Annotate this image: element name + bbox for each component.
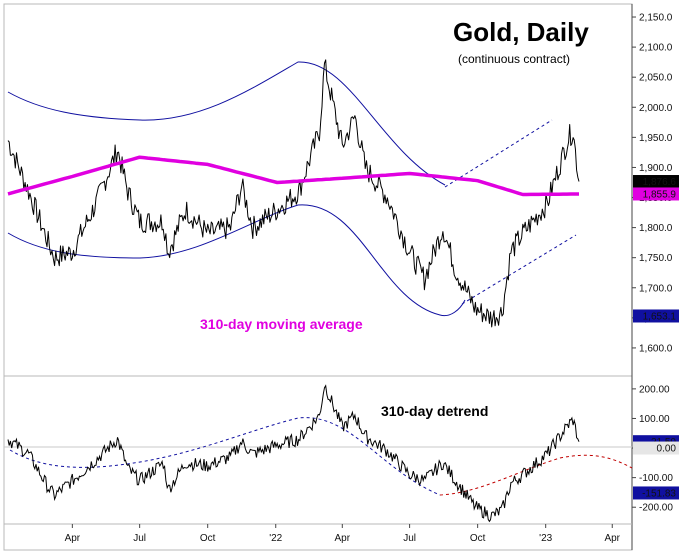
price-badge-text: 1,876.6 bbox=[643, 177, 677, 188]
price-tick-label: 1,950.0 bbox=[639, 133, 673, 144]
detrend-tick-label: -100.00 bbox=[639, 473, 673, 484]
gold-price-series bbox=[7, 59, 580, 328]
price-tick-label: 2,100.0 bbox=[639, 43, 673, 54]
detrend-tick-label: 200.00 bbox=[639, 384, 670, 395]
price-badge-text: 1,855.9 bbox=[643, 189, 677, 200]
detrend-tick-label: 100.00 bbox=[639, 414, 670, 425]
time-tick-label: Apr bbox=[65, 533, 81, 544]
time-tick-label: Oct bbox=[470, 533, 486, 544]
moving-average-series bbox=[7, 155, 579, 197]
price-tick-label: 2,000.0 bbox=[639, 103, 673, 114]
price-tick-label: 2,050.0 bbox=[639, 73, 673, 84]
detrend-badge-text: -151.83 bbox=[642, 488, 676, 499]
price-tick-label: 2,150.0 bbox=[639, 13, 673, 24]
axis-layer: 2,150.0 2,100.0 2,050.0 2,000.0 1,950.0 1,900… bbox=[65, 13, 679, 544]
price-tick-label: 1,700.0 bbox=[639, 283, 673, 294]
chart-title: Gold, Daily bbox=[453, 17, 589, 47]
detrend-badge-box bbox=[633, 441, 679, 455]
detrend-series bbox=[7, 384, 580, 523]
chart-subtitle: (continuous contract) bbox=[458, 52, 570, 66]
moving-average-label: 310-day moving average bbox=[200, 316, 363, 332]
price-badge-text: 1,653.1 bbox=[643, 311, 677, 322]
lower-cycle-band bbox=[7, 204, 466, 317]
time-tick-label: Apr bbox=[335, 533, 351, 544]
detrend-badge-box bbox=[633, 486, 679, 500]
time-tick-label: '22 bbox=[269, 533, 282, 544]
plot-frame bbox=[3, 3, 633, 551]
price-tick-label: 1,900.0 bbox=[639, 163, 673, 174]
price-badge-box bbox=[633, 175, 679, 189]
price-badge-box bbox=[633, 309, 679, 323]
detrend-future-projection bbox=[439, 454, 633, 496]
detrend-badge-text: 0.00 bbox=[657, 444, 677, 455]
data-layer bbox=[7, 59, 580, 523]
lower-projection-line bbox=[461, 234, 577, 305]
price-tick-label: 1,750.0 bbox=[639, 253, 673, 264]
time-tick-label: Jul bbox=[133, 533, 146, 544]
price-tick-label: 1,800.0 bbox=[639, 223, 673, 234]
price-tick-label: 1,600.0 bbox=[639, 343, 673, 354]
time-tick-label: '23 bbox=[539, 533, 552, 544]
detrend-label: 310-day detrend bbox=[381, 403, 488, 419]
time-tick-label: Jul bbox=[403, 533, 416, 544]
price-badge-box bbox=[633, 187, 679, 201]
upper-cycle-band bbox=[7, 61, 446, 186]
time-tick-label: Oct bbox=[200, 533, 216, 544]
time-tick-label: Apr bbox=[604, 533, 620, 544]
detrend-cycle-projection bbox=[9, 417, 441, 496]
detrend-tick-label: -200.00 bbox=[639, 503, 673, 514]
